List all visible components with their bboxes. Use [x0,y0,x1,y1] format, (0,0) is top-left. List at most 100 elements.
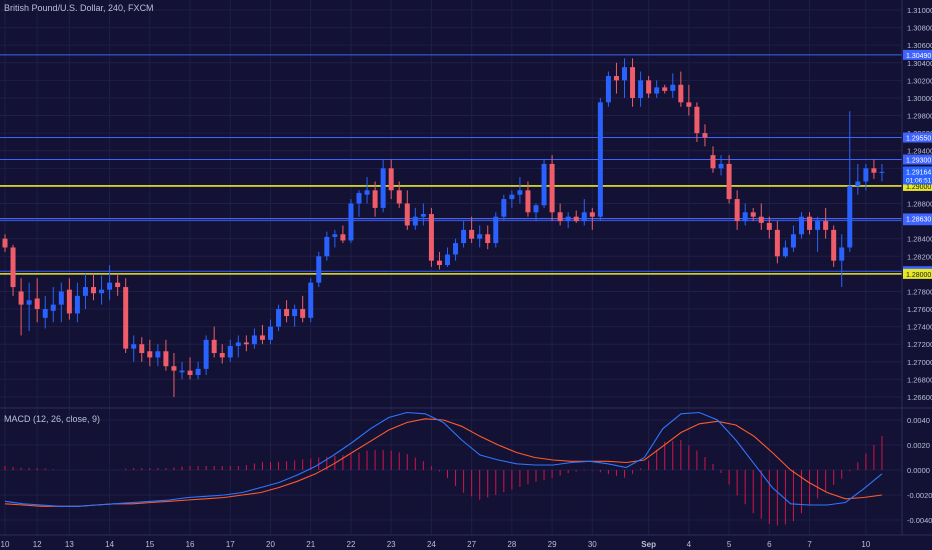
time-tick-label: 4 [687,540,692,549]
candle-body [356,192,362,204]
candle-body [750,212,756,217]
candles [2,58,885,397]
price-tick-label: 1.27600 [907,305,932,314]
candle-body [42,309,48,318]
price-tick-label: 1.29800 [907,112,932,121]
price-tick-label: 1.30800 [907,24,932,33]
level-price-label: 1.30490 [906,53,931,60]
candle-body [790,234,796,248]
time-tick-label: 30 [588,540,597,549]
price-tick-label: 1.26600 [907,393,932,402]
candle-body [485,234,491,244]
candle-body [115,282,121,288]
candle-body [710,155,716,169]
level-price-label-bg [903,132,932,143]
level-price-label: 1.29550 [906,136,931,143]
time-tick-label: 12 [33,540,42,549]
price-tick-label: 1.30000 [907,94,932,103]
candle-body [638,80,644,98]
candle-body [815,221,821,230]
time-tick-label: 10 [861,540,870,549]
candle-body [364,190,370,195]
candle-body [702,133,708,138]
candle-body [581,212,587,222]
time-tick-label: 7 [807,540,812,549]
candle-body [171,366,177,371]
candle-body [404,203,410,226]
candle-body [686,102,692,107]
time-tick-label: 20 [266,540,275,549]
level-price-label-bg [903,49,932,60]
macd-line [4,411,883,507]
axis-price-labels: 1.304901.295501.293001.290001.286101.286… [903,49,932,279]
candle-body [453,243,459,255]
candle-body [646,80,652,94]
candle-body [597,102,603,217]
candle-body [372,190,378,208]
candle-body [477,234,483,239]
macd-tick-label: -0.0040 [907,516,932,525]
time-tick-label: 13 [65,540,74,549]
candle-body [66,289,72,314]
time-tick-label: 15 [145,540,154,549]
bar-countdown: 01:06:51 [906,177,932,184]
candle-body [718,163,724,169]
level-price-label-bg [903,268,932,279]
candle-body [276,309,282,327]
candle-body [58,291,64,305]
candle-body [34,298,40,310]
candle-body [605,75,611,103]
level-price-label-bg [903,180,932,191]
candle-body [243,342,249,345]
candle-body [461,229,467,244]
time-tick-label: 29 [548,540,557,549]
candle-body [565,216,571,222]
candle-body [557,212,563,222]
candle-body [99,289,105,294]
candle-body [654,87,660,94]
price-tick-label: 1.29400 [907,147,932,156]
candle-body [211,339,217,354]
candle-body [589,212,595,217]
candle-body [340,234,346,241]
candle-body [107,282,113,290]
candle-body [879,171,885,173]
candle-body [259,335,265,340]
candle-body [324,236,330,257]
candle-body [436,260,442,266]
time-tick-label: 23 [387,540,396,549]
candle-body [774,229,780,257]
horizontal-levels [0,54,902,275]
macd-tick-label: -0.0020 [907,491,932,500]
price-tick-label: 1.27800 [907,287,932,296]
candle-body [50,304,56,311]
candle-body [308,282,314,318]
candle-body [179,370,185,373]
level-price-label-bg [903,213,932,224]
candle-body [292,309,298,317]
candle-body [823,221,829,230]
current-price-label: 1.29164 [906,169,931,176]
candle-body [18,291,24,305]
candle-body [782,247,788,257]
candle-body [187,370,193,376]
price-tick-label: 1.30200 [907,76,932,85]
time-tick-label: 24 [427,540,436,549]
time-tick-label: 22 [347,540,356,549]
candle-body [871,168,877,173]
candle-body [227,345,233,358]
candle-body [268,326,273,340]
price-tick-label: 1.27200 [907,340,932,349]
chart-title: British Pound/U.S. Dollar, 240, FXCM [4,3,154,13]
price-tick-label: 1.28800 [907,200,932,209]
candle-body [284,309,290,317]
time-tick-label: 5 [727,540,732,549]
candle-body [855,181,861,186]
candle-body [678,84,684,103]
candle-body [163,351,169,367]
candle-body [863,168,869,182]
price-tick-label: 1.27000 [907,358,932,367]
candle-body [694,106,700,134]
candle-body [123,287,129,349]
